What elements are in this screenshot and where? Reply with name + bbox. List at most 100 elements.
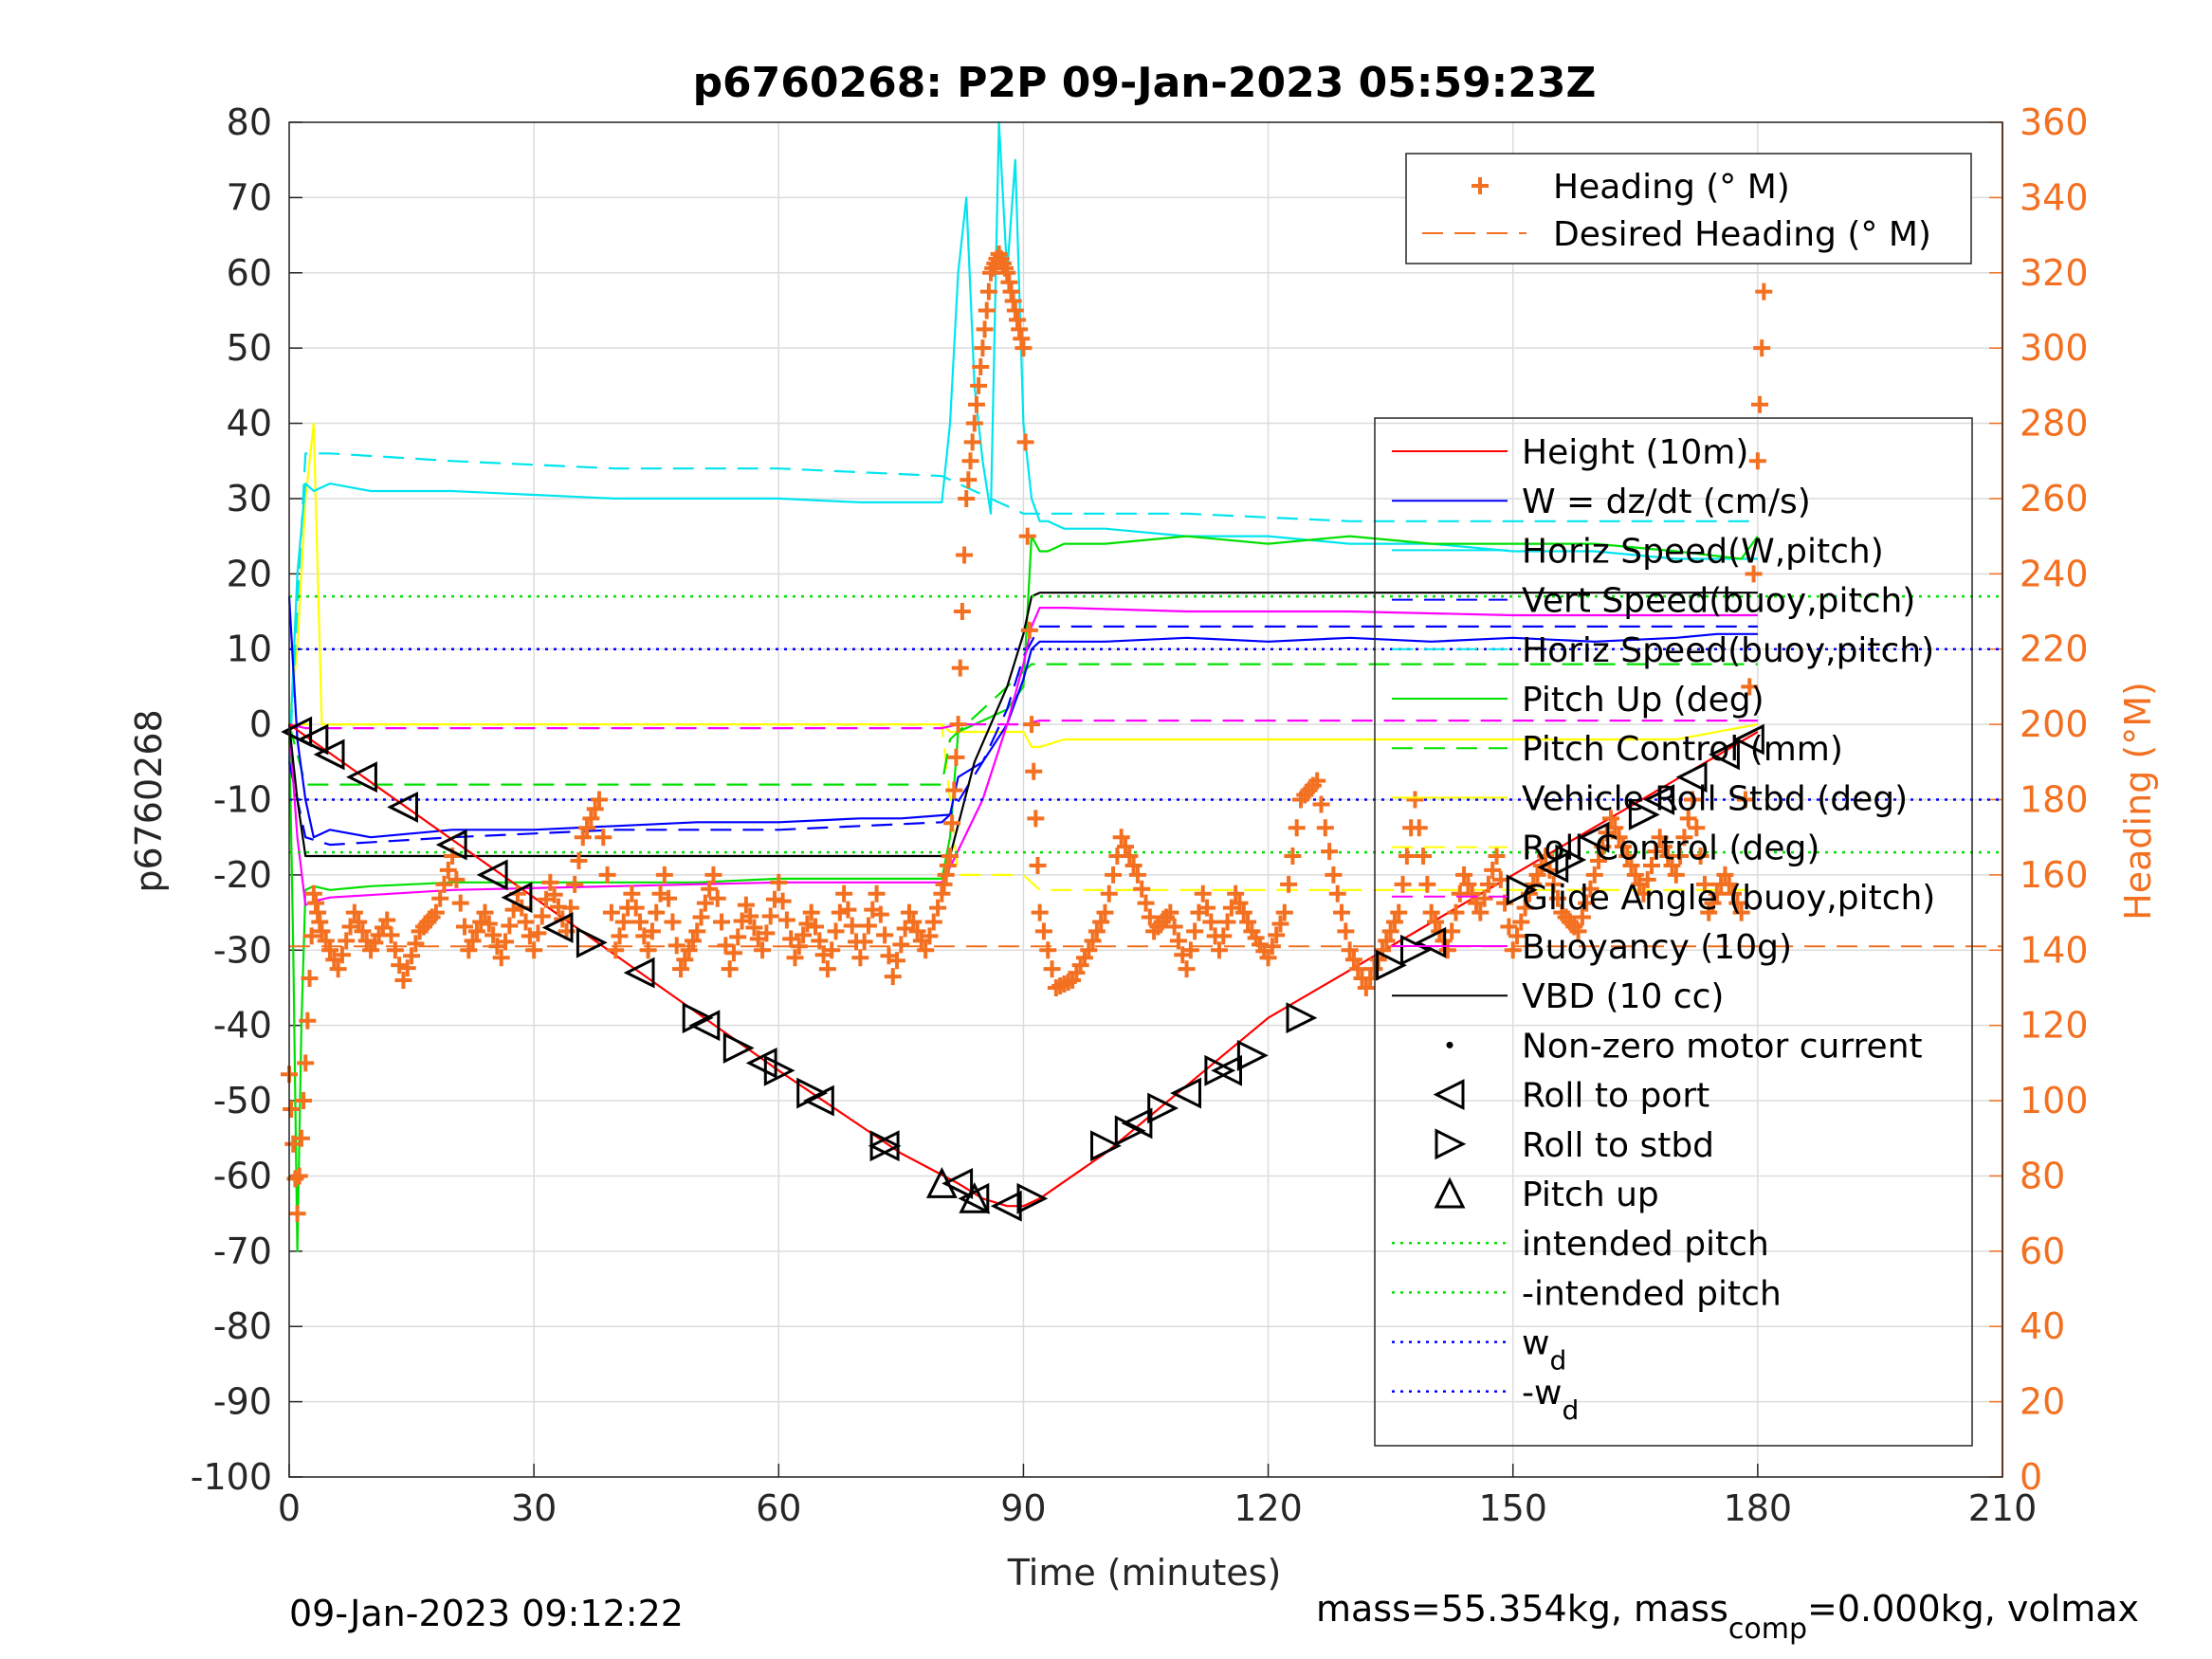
heading-point [680,941,698,959]
heading-point [1333,903,1351,921]
heading-point [1039,941,1057,959]
heading-point [643,922,661,940]
heading-point [1084,932,1102,950]
heading-point [1684,791,1702,809]
heading-point [1549,889,1567,907]
roll-to-port-marker [435,829,467,861]
heading-point [929,899,947,917]
heading-point [566,875,584,893]
heading-point [1263,938,1281,956]
heading-point [724,944,742,962]
heading-point [892,936,910,954]
roll-to-stbd-marker [1376,949,1407,981]
heading-point [900,903,918,921]
heading-point [935,875,953,893]
heading-point [1672,848,1690,866]
heading-point [1472,903,1490,921]
x-tick-label: 210 [1968,1487,2038,1529]
heading-point [467,922,485,940]
legend-label: Roll Control (deg) [1522,830,1819,868]
heading-point [299,1012,317,1030]
heading-point [1002,283,1020,301]
y-tick-label: -70 [213,1231,272,1272]
heading-point [295,1092,313,1110]
x-tick-label: 150 [1478,1487,1547,1529]
heading-point [391,957,409,975]
heading-point [660,889,678,907]
heading-point [1137,894,1155,912]
heading-point [1016,433,1034,451]
heading-point [818,960,836,978]
heading-point [1013,330,1031,348]
roll-to-port-marker [476,859,508,891]
roll-to-stbd-marker [796,1077,829,1109]
roll-to-stbd-marker [1400,934,1432,966]
heading-point [851,949,869,967]
y-tick-label: -10 [213,779,272,821]
heading-point [480,915,498,933]
heading-point [464,932,482,950]
heading-point [317,932,335,950]
legend-label: wd [1522,1324,1566,1376]
heading-point [313,922,331,940]
y-tick-label: 0 [249,703,272,745]
heading-point [460,941,478,959]
heading-point [786,949,804,967]
heading-point [692,908,710,926]
heading-point [1569,922,1587,940]
heading-point [1663,856,1681,874]
heading-point [939,856,957,874]
heading-point [777,911,795,929]
heading-point [888,952,906,970]
roll-to-port-marker [941,1167,974,1199]
roll-to-stbd-marker [1016,1182,1049,1214]
heading-point [1018,527,1036,545]
chart-title: p6760268: P2P 09-Jan-2023 05:59:23Z [693,59,1597,107]
heading-point [1025,762,1043,780]
heading-point [1344,951,1362,969]
heading-point [1406,791,1424,809]
heading-point [1508,927,1526,945]
roll-to-port-marker [387,791,418,823]
legend-label: Glide Angle (buoy,pitch) [1522,879,1935,918]
heading-point [1410,819,1428,837]
heading-point [1626,866,1644,884]
roll-to-stbd-marker [1555,844,1587,876]
heading-point [978,301,996,319]
heading-point [795,926,813,944]
heading-point [1312,795,1330,813]
right-y-tick-label: 180 [2020,779,2089,821]
y-tick-label: -40 [213,1005,272,1047]
heading-point [1043,960,1061,978]
heading-point [1194,884,1212,902]
heading-point [774,892,792,910]
heading-point [956,546,974,564]
main-legend-box [1374,417,1973,1447]
series-line [287,625,1758,847]
right-y-tick-label: 200 [2020,703,2089,745]
heading-point [578,819,596,837]
heading-point [1700,903,1718,921]
heading-point [451,894,469,912]
legend-marker-symbol [1435,1128,1467,1160]
heading-point [517,913,535,931]
heading-point [905,913,923,931]
roll-to-port-marker [802,1085,834,1117]
heading-point [1695,875,1713,893]
legend-label-main: w [1522,1324,1549,1363]
heading-point [713,913,731,931]
right-y-tick-label: 100 [2020,1080,2089,1121]
heading-point [1239,913,1257,931]
heading-point [868,884,886,902]
footer-mass-tail: =0.000kg, volmax [1807,1588,2139,1630]
heading-legend-box [1405,153,1972,264]
series-line [287,120,1758,762]
heading-point [1459,875,1477,893]
heading-point [386,941,404,959]
heading-point [1337,922,1355,940]
y-tick-labels: 80 70 60 50 40 30 20 10 0 -10 -20 -30 -40 -50 -60 -70 -8… [191,101,272,1498]
heading-point [1088,922,1106,940]
right-y-tick-label: 140 [2020,929,2089,971]
heading-point [676,951,694,969]
